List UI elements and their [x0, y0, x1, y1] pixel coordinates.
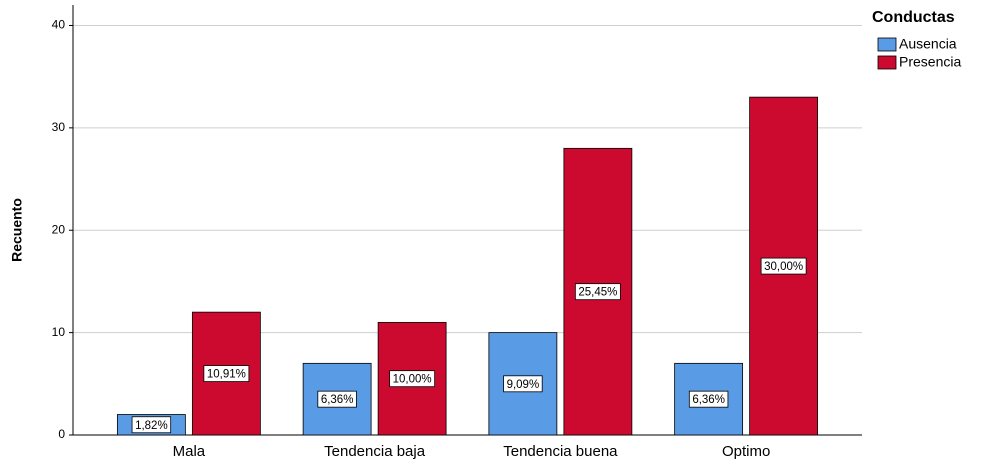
- data-label-box: [389, 370, 436, 388]
- y-tick-label: 40: [52, 18, 66, 32]
- y-axis-title: Recuento: [9, 198, 25, 262]
- x-tick-label: Tendencia buena: [503, 443, 618, 460]
- x-tick-label: Tendencia baja: [324, 443, 426, 460]
- legend-label: Presencia: [899, 54, 961, 70]
- data-label: 30,00%: [764, 261, 803, 273]
- data-label-box: [203, 365, 250, 382]
- data-label-box: [317, 390, 357, 408]
- data-label: 1,82%: [135, 420, 168, 432]
- data-label: 6,36%: [321, 394, 354, 406]
- data-label: 9,09%: [507, 379, 540, 391]
- data-label-box: [503, 375, 543, 393]
- y-tick-label: 30: [52, 120, 66, 134]
- x-tick-label: Mala: [173, 443, 206, 460]
- legend-title: Conductas: [872, 9, 955, 26]
- x-tick-label: Optimo: [722, 443, 770, 460]
- data-label: 6,36%: [692, 394, 725, 406]
- y-tick-label: 0: [58, 427, 65, 441]
- data-label: 10,00%: [393, 374, 432, 386]
- legend-label: Ausencia: [899, 36, 957, 52]
- legend-swatch: [877, 37, 897, 52]
- data-label-box: [688, 390, 729, 408]
- y-tick-label: 10: [52, 325, 66, 339]
- data-label-box: [131, 416, 172, 434]
- data-label: 25,45%: [578, 287, 617, 299]
- data-label-box: [760, 257, 807, 275]
- data-label: 10,91%: [207, 369, 246, 381]
- data-label-box: [574, 283, 621, 301]
- legend-swatch: [877, 55, 897, 70]
- y-tick-label: 20: [52, 222, 66, 236]
